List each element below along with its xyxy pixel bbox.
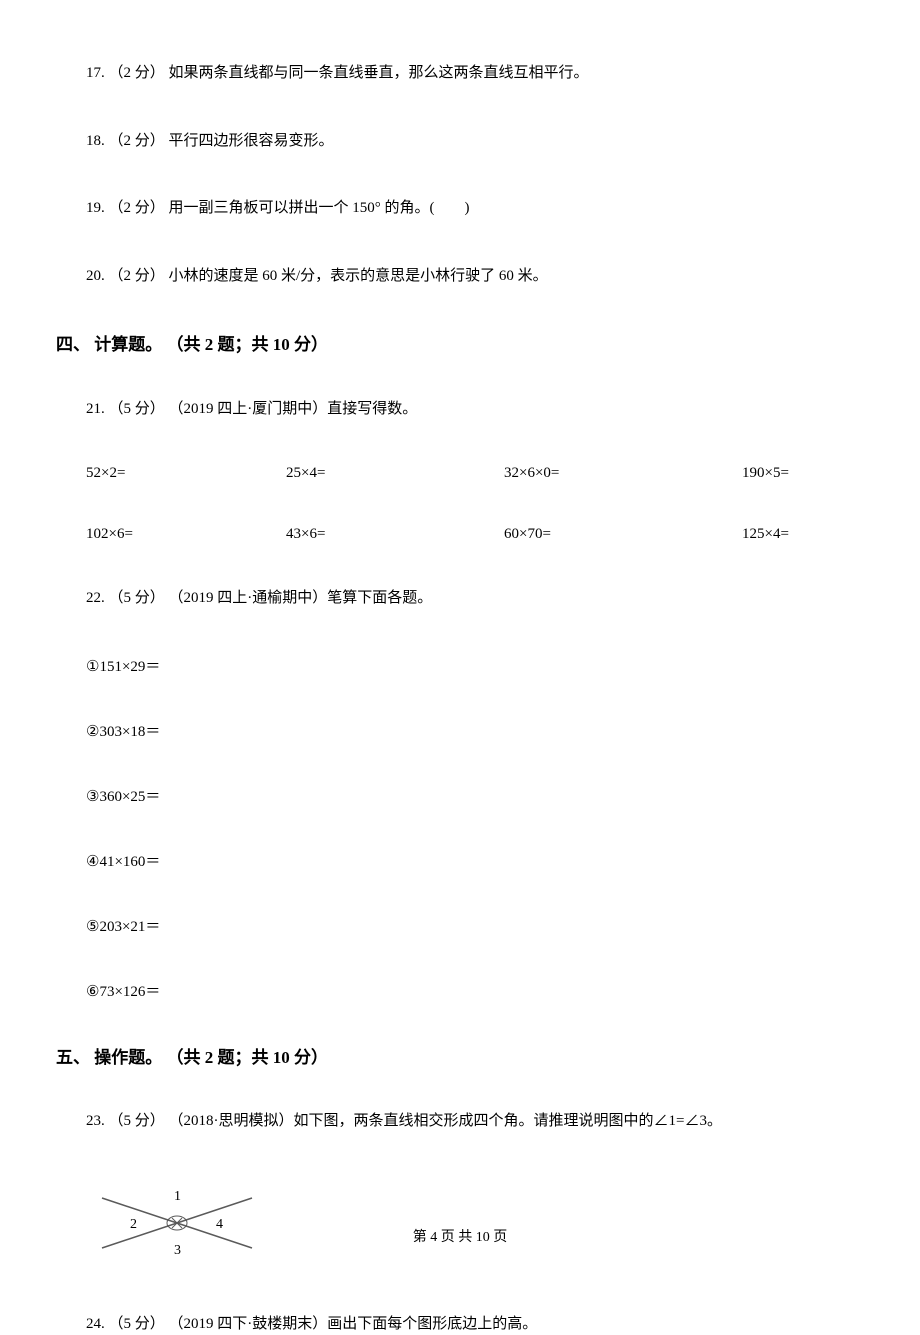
question-19: 19. （2 分） 用一副三角板可以拼出一个 150° 的角。( ) bbox=[86, 197, 850, 220]
question-22: 22. （5 分） （2019 四上·通榆期中）笔算下面各题。 bbox=[86, 587, 850, 610]
intersecting-lines-diagram: 1 2 3 4 bbox=[92, 1178, 920, 1273]
calc-cell: 102×6= bbox=[86, 526, 286, 543]
question-21: 21. （5 分） （2019 四上·厦门期中）直接写得数。 bbox=[86, 398, 850, 421]
sub-question-2: ②303×18＝ bbox=[86, 720, 920, 741]
sub-question-6: ⑥73×126＝ bbox=[86, 980, 920, 1001]
question-24: 24. （5 分） （2019 四下·鼓楼期末）画出下面每个图形底边上的高。 bbox=[86, 1313, 850, 1335]
sub-question-4: ④41×160＝ bbox=[86, 850, 920, 871]
calc-cell: 32×6×0= bbox=[504, 465, 742, 482]
calc-cell: 25×4= bbox=[286, 465, 504, 482]
calc-row-2: 102×6= 43×6= 60×70= 125×4= bbox=[86, 526, 920, 543]
sub-question-3: ③360×25＝ bbox=[86, 785, 920, 806]
page-footer: 第 4 页 共 10 页 bbox=[0, 1226, 920, 1246]
calc-cell: 125×4= bbox=[742, 526, 872, 543]
question-20: 20. （2 分） 小林的速度是 60 米/分，表示的意思是小林行驶了 60 米… bbox=[86, 265, 850, 288]
section-5-header: 五、 操作题。 （共 2 题；共 10 分） bbox=[56, 1045, 920, 1071]
section-4-header: 四、 计算题。 （共 2 题；共 10 分） bbox=[56, 332, 920, 358]
diagram-label-1: 1 bbox=[174, 1189, 181, 1204]
calc-cell: 190×5= bbox=[742, 465, 872, 482]
calc-cell: 52×2= bbox=[86, 465, 286, 482]
calc-cell: 43×6= bbox=[286, 526, 504, 543]
sub-question-1: ①151×29＝ bbox=[86, 655, 920, 676]
calc-row-1: 52×2= 25×4= 32×6×0= 190×5= bbox=[86, 465, 920, 482]
sub-question-5: ⑤203×21＝ bbox=[86, 915, 920, 936]
question-23: 23. （5 分） （2018·思明模拟）如下图，两条直线相交形成四个角。请推理… bbox=[86, 1110, 850, 1133]
diagram-svg: 1 2 3 4 bbox=[92, 1178, 262, 1268]
calc-cell: 60×70= bbox=[504, 526, 742, 543]
question-17: 17. （2 分） 如果两条直线都与同一条直线垂直，那么这两条直线互相平行。 bbox=[86, 62, 850, 85]
question-18: 18. （2 分） 平行四边形很容易变形。 bbox=[86, 130, 850, 153]
